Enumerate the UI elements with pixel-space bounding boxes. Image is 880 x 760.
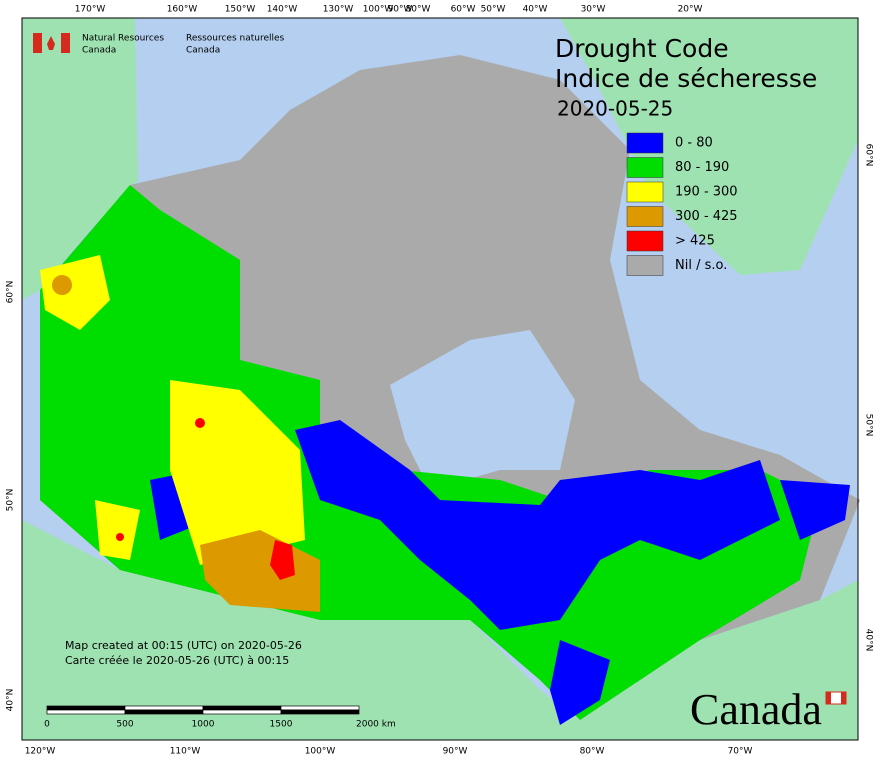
scale-label: 2000 km bbox=[356, 720, 396, 730]
longitude-label: 80°W bbox=[580, 747, 605, 757]
legend-swatch bbox=[626, 206, 664, 227]
latitude-label: 50°N bbox=[864, 414, 874, 437]
longitude-label: 130°W bbox=[323, 5, 354, 15]
flag-leaf bbox=[47, 36, 55, 50]
org-fr: Canada bbox=[186, 46, 220, 56]
scale-segment bbox=[280, 709, 360, 715]
scale-segment bbox=[202, 705, 282, 711]
latitude-label: 60°N bbox=[6, 281, 16, 304]
wordmark-flag bbox=[841, 692, 846, 704]
longitude-label: 160°W bbox=[167, 5, 198, 15]
zone-red-3 bbox=[116, 533, 124, 541]
zone-yellow-north bbox=[40, 255, 110, 330]
usa bbox=[22, 520, 858, 740]
flag-bar bbox=[61, 33, 70, 53]
legend-swatch bbox=[626, 132, 664, 154]
longitude-label: 100°W bbox=[363, 5, 394, 15]
longitude-label: 20°W bbox=[678, 5, 703, 15]
longitude-label: 100°W bbox=[305, 747, 336, 757]
org-fr: Ressources naturelles bbox=[186, 34, 285, 44]
legend-label: Nil / s.o. bbox=[675, 258, 727, 273]
zone-yellow-bc bbox=[95, 500, 140, 560]
legend-label: 80 - 190 bbox=[675, 160, 729, 175]
longitude-label: 90°W bbox=[388, 5, 413, 15]
latitude-label: 50°N bbox=[6, 489, 16, 512]
legend-swatch bbox=[626, 230, 664, 252]
scale-segment bbox=[124, 709, 204, 715]
longitude-label: 60°W bbox=[451, 5, 476, 15]
hudson-bay bbox=[390, 330, 575, 490]
flag-bar bbox=[33, 33, 42, 53]
scale-label: 500 bbox=[116, 720, 133, 730]
org-en: Canada bbox=[82, 46, 116, 56]
title-fr: Indice de sécheresse bbox=[555, 64, 817, 93]
greenland bbox=[560, 18, 858, 275]
zone-blue-east bbox=[780, 480, 850, 540]
scale-label: 1500 bbox=[270, 720, 293, 730]
legend-swatch bbox=[626, 255, 664, 276]
org-en: Natural Resources bbox=[82, 34, 164, 44]
latitude-label: 40°N bbox=[864, 629, 874, 652]
longitude-label: 50°W bbox=[481, 5, 506, 15]
scale-segment bbox=[46, 709, 126, 715]
longitude-label: 40°W bbox=[523, 5, 548, 15]
longitude-label: 30°W bbox=[581, 5, 606, 15]
scale-segment bbox=[280, 705, 360, 711]
longitude-label: 120°W bbox=[25, 747, 56, 757]
longitude-label: 170°W bbox=[75, 5, 106, 15]
map-border bbox=[21, 17, 859, 741]
zone-red bbox=[270, 540, 295, 580]
scale-segment bbox=[202, 709, 282, 715]
longitude-label: 110°W bbox=[170, 747, 201, 757]
latitude-label: 60°N bbox=[864, 144, 874, 167]
zone-blue-south bbox=[550, 640, 610, 725]
wordmark-flag bbox=[826, 692, 831, 704]
longitude-label: 80°W bbox=[406, 5, 431, 15]
scale-label: 1000 bbox=[192, 720, 215, 730]
zone-blue bbox=[295, 420, 780, 630]
legend-swatch bbox=[626, 157, 664, 178]
title-en: Drought Code bbox=[555, 34, 729, 63]
longitude-label: 140°W bbox=[267, 5, 298, 15]
scale-label: 0 bbox=[44, 720, 50, 730]
map-body bbox=[22, 18, 860, 740]
scale-segment bbox=[46, 705, 126, 711]
credit: Map created at 00:15 (UTC) on 2020-05-26 bbox=[65, 639, 302, 652]
title-date: 2020-05-25 bbox=[557, 97, 673, 121]
longitude-label: 70°W bbox=[728, 747, 753, 757]
zone-red-2 bbox=[195, 418, 205, 428]
scale-segment bbox=[124, 705, 204, 711]
legend-swatch bbox=[626, 181, 664, 203]
legend-label: 0 - 80 bbox=[675, 136, 713, 151]
legend-label: 300 - 425 bbox=[675, 209, 738, 224]
credit: Carte créée le 2020-05-26 (UTC) à 00:15 bbox=[65, 654, 289, 667]
legend-label: 190 - 300 bbox=[675, 185, 738, 200]
longitude-label: 150°W bbox=[225, 5, 256, 15]
alaska bbox=[22, 18, 138, 300]
legend-label: > 425 bbox=[675, 234, 715, 249]
longitude-label: 90°W bbox=[443, 747, 468, 757]
zone-orange-north bbox=[52, 275, 72, 295]
latitude-label: 40°N bbox=[6, 689, 16, 712]
wordmark: Canada bbox=[690, 685, 822, 734]
